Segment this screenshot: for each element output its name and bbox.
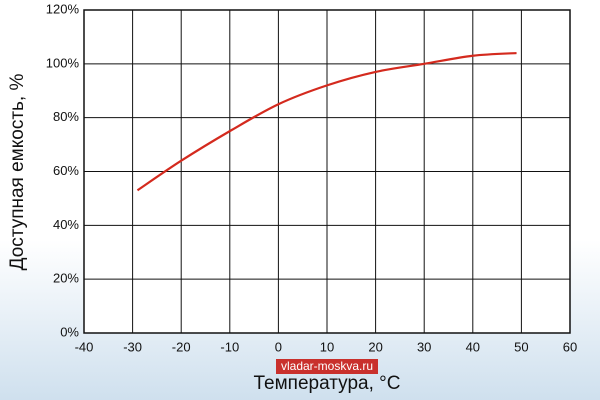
y-tick-label: 60% [53, 163, 79, 178]
y-tick-label: 80% [53, 109, 79, 124]
x-tick-label: 60 [563, 339, 577, 354]
x-tick-label: 0 [275, 339, 282, 354]
y-tick-label: 20% [53, 271, 79, 286]
y-tick-label: 120% [46, 1, 80, 16]
x-tick-label: -10 [220, 339, 239, 354]
plot-frame [83, 9, 571, 334]
watermark: vladar-moskva.ru [281, 359, 373, 373]
x-axis-title: Температура, °C [254, 373, 401, 394]
watermark-box [276, 359, 378, 374]
x-tick-label: -30 [123, 339, 142, 354]
x-tick-label: 20 [368, 339, 382, 354]
x-tick-label: -20 [172, 339, 191, 354]
y-tick-label: 40% [53, 217, 79, 232]
x-tick-label: -40 [75, 339, 94, 354]
x-tick-label: 30 [417, 339, 431, 354]
y-tick-label: 100% [46, 55, 80, 70]
y-tick-label: 0% [60, 324, 79, 339]
x-tick-label: 10 [320, 339, 334, 354]
x-tick-label: 40 [466, 339, 480, 354]
data-line [136, 51, 517, 192]
y-axis-title: Доступная емкость, % [7, 74, 28, 271]
x-tick-label: 50 [514, 339, 528, 354]
